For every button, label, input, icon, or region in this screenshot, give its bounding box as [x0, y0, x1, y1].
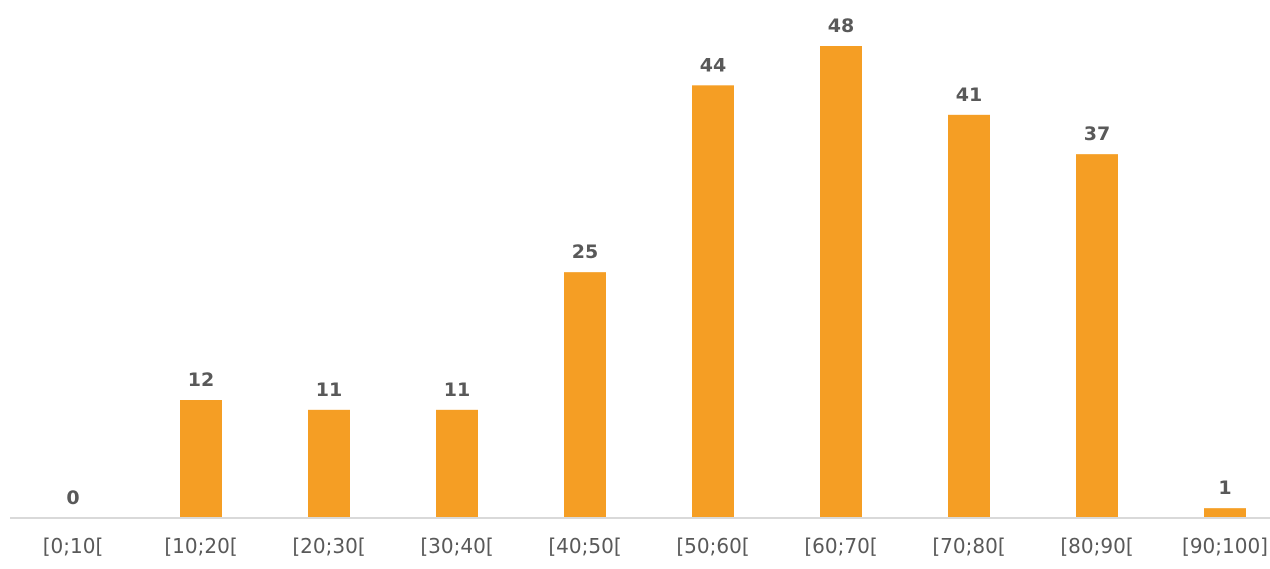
bar-7	[948, 114, 990, 518]
bar-value-label-7: 41	[956, 84, 982, 106]
bar-value-label-3: 11	[444, 379, 470, 401]
value-labels-group: 0 12 11 11 25 44 48 41 37 1	[66, 15, 1231, 509]
bar-6	[820, 46, 862, 518]
x-tick-label-7: [70;80[	[932, 534, 1005, 558]
x-tick-label-6: [60;70[	[804, 534, 877, 558]
bar-8	[1076, 154, 1118, 518]
bar-2	[308, 409, 350, 518]
x-tick-label-5: [50;60[	[676, 534, 749, 558]
bar-value-label-5: 44	[700, 54, 726, 76]
x-tick-label-1: [10;20[	[164, 534, 237, 558]
bar-1	[180, 400, 222, 518]
bar-5	[692, 85, 734, 518]
x-tick-label-0: [0;10[	[43, 534, 104, 558]
bar-value-label-4: 25	[572, 241, 598, 263]
tick-labels-group: [0;10[ [10;20[ [20;30[ [30;40[ [40;50[ [50;60…	[43, 534, 1268, 558]
bar-value-label-1: 12	[188, 369, 214, 391]
bar-value-label-0: 0	[66, 487, 79, 509]
x-tick-label-2: [20;30[	[292, 534, 365, 558]
bar-value-label-6: 48	[828, 15, 854, 37]
x-tick-label-9: [90;100]	[1182, 534, 1268, 558]
bars-group	[180, 46, 1246, 518]
x-tick-label-4: [40;50[	[548, 534, 621, 558]
x-tick-label-8: [80;90[	[1060, 534, 1133, 558]
bar-value-label-9: 1	[1218, 477, 1231, 499]
bar-3	[436, 409, 478, 518]
x-tick-label-3: [30;40[	[420, 534, 493, 558]
bar-4	[564, 272, 606, 518]
bar-9	[1204, 508, 1246, 518]
bar-value-label-2: 11	[316, 379, 342, 401]
bar-value-label-8: 37	[1084, 123, 1110, 145]
